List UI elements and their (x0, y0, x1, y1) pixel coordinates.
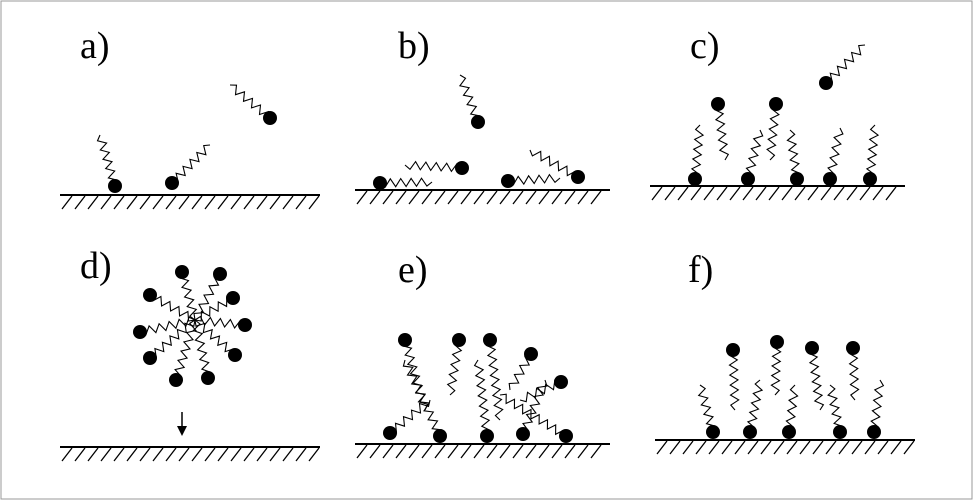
head (169, 373, 183, 387)
diagram: a) b) c) d) e) f) (0, 0, 974, 501)
head (571, 170, 585, 184)
head (823, 172, 837, 186)
head (228, 348, 242, 362)
head (516, 427, 530, 441)
head (263, 111, 277, 125)
head (770, 335, 784, 349)
page: a)b)c)d)e)f) (() => { const data = JSON.… (0, 0, 974, 501)
head (238, 318, 252, 332)
head (559, 429, 573, 443)
head (165, 176, 179, 190)
head (398, 333, 412, 347)
head (769, 97, 783, 111)
head (867, 425, 881, 439)
head (175, 265, 189, 279)
head (213, 267, 227, 281)
head (501, 174, 515, 188)
head (743, 425, 757, 439)
head (455, 161, 469, 175)
head (133, 325, 147, 339)
head (471, 115, 485, 129)
head (863, 172, 877, 186)
head (726, 343, 740, 357)
head (226, 291, 240, 305)
head (782, 425, 796, 439)
head (805, 341, 819, 355)
head (433, 429, 447, 443)
head (383, 426, 397, 440)
head (790, 172, 804, 186)
panel-label: c) (690, 25, 720, 67)
head (524, 347, 538, 361)
head (201, 371, 215, 385)
head (480, 429, 494, 443)
panel-label: f) (688, 249, 713, 291)
head (373, 176, 387, 190)
head (711, 97, 725, 111)
panel-label: a) (80, 25, 110, 67)
head (143, 351, 157, 365)
head (483, 333, 497, 347)
head (706, 425, 720, 439)
head (819, 76, 833, 90)
head (688, 172, 702, 186)
panel-label: b) (398, 25, 430, 67)
panel-label: d) (80, 245, 112, 287)
head (741, 172, 755, 186)
head (108, 179, 122, 193)
head (143, 288, 157, 302)
head (452, 333, 466, 347)
panel-label: e) (398, 249, 428, 291)
head (846, 341, 860, 355)
head (554, 375, 568, 389)
frame (1, 1, 972, 499)
head (833, 425, 847, 439)
